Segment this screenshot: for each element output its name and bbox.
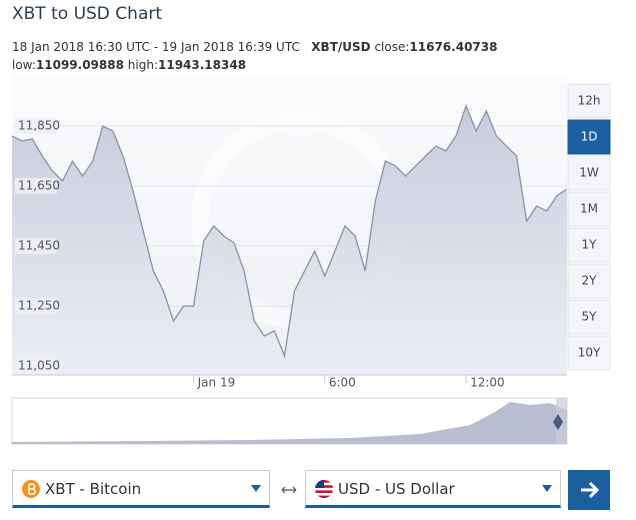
y-tick-label: 11,250 [18, 299, 60, 313]
x-tick-label: 6:00 [329, 376, 356, 390]
y-tick-label: 11,050 [18, 359, 60, 373]
to-select[interactable]: USD - US Dollar [305, 470, 561, 508]
x-tick-label: 12:00 [470, 376, 505, 390]
bitcoin-icon [22, 480, 40, 498]
y-tick-label-bg [15, 298, 57, 314]
x-tick-label: Jan 19 [197, 376, 236, 390]
dropdown-caret [542, 485, 552, 492]
swap-icon[interactable] [281, 484, 297, 496]
y-tick-label-bg [15, 178, 57, 194]
range-button-label: 5Y [582, 310, 598, 324]
range-button[interactable] [567, 227, 611, 263]
chart: 11,050 11,250 11,450 11,650 11,850 Jan 19 6:0… [11, 75, 611, 445]
navigator-area [12, 402, 567, 444]
from-select[interactable]: XBT - Bitcoin [12, 470, 270, 508]
high-label: high: [127, 58, 158, 72]
low-label: low: [12, 58, 36, 72]
convert-button[interactable] [568, 470, 610, 510]
y-tick-label: 11,450 [18, 239, 60, 253]
to-currency: USD - US Dollar [338, 480, 455, 498]
us-flag-icon [315, 480, 333, 498]
y-tick-label: 11,850 [18, 119, 60, 133]
range-button-label: 12h [578, 94, 601, 108]
dropdown-caret [251, 485, 261, 492]
y-tick-label: 11,650 [18, 179, 60, 193]
quote-info: 18 Jan 2018 16:30 UTC - 19 Jan 2018 16:3… [12, 38, 612, 74]
price-line [11, 104, 568, 359]
range-button[interactable] [567, 191, 611, 227]
y-tick-label-bg [15, 238, 57, 254]
area-fill [12, 105, 567, 376]
range-button[interactable] [567, 119, 611, 155]
range-button-label: 10Y [578, 346, 601, 360]
range-button-label: 1M [580, 202, 598, 216]
low-value: 11099.09888 [35, 58, 124, 72]
y-tick-label-bg [15, 118, 57, 134]
range-button-label: 1D [581, 130, 598, 144]
high-value: 11943.18348 [158, 58, 247, 72]
range-button-label: 1Y [582, 238, 598, 252]
range-button[interactable] [567, 155, 611, 191]
range-button[interactable] [567, 83, 611, 119]
time-range: 18 Jan 2018 16:30 UTC - 19 Jan 2018 16:3… [12, 40, 300, 54]
range-button-label: 2Y [582, 274, 598, 288]
page-title: XBT to USD Chart [12, 4, 163, 24]
close-label: close: [374, 40, 410, 54]
range-button-label: 1W [579, 166, 599, 180]
y-tick-label-bg [15, 358, 57, 374]
navigator-handle [553, 414, 563, 430]
range-button[interactable] [567, 335, 611, 371]
range-button[interactable] [567, 263, 611, 299]
close-value: 11676.40738 [409, 40, 498, 54]
range-button[interactable] [567, 299, 611, 335]
from-currency: XBT - Bitcoin [45, 480, 142, 498]
pair: XBT/USD [311, 40, 371, 54]
